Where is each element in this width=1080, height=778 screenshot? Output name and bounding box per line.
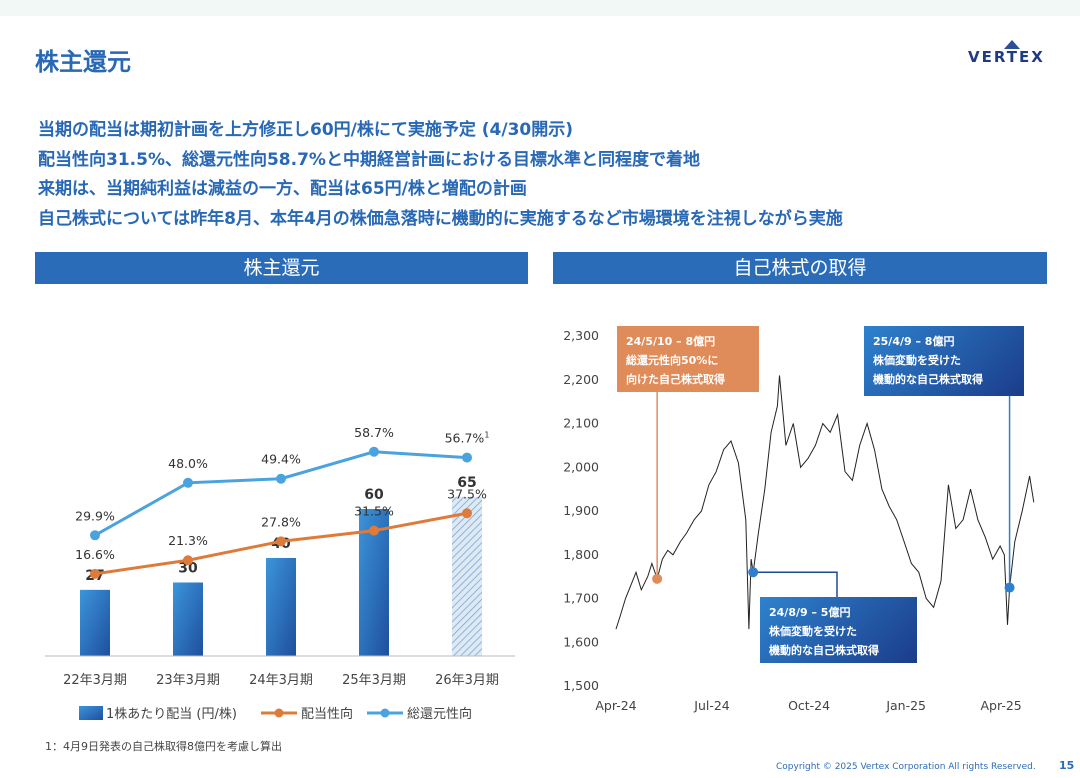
legend-bar-swatch xyxy=(79,706,103,720)
x-tick-label: 24年3月期 xyxy=(249,673,313,688)
y-tick-label: 2,300 xyxy=(563,328,599,343)
x-tick-label: Apr-24 xyxy=(595,698,636,713)
payout-ratio-label: 16.6% xyxy=(75,547,115,562)
logo-text: VERTEX xyxy=(968,48,1045,66)
x-tick-label: Oct-24 xyxy=(788,698,830,713)
total-return-ratio-point xyxy=(276,473,286,484)
shareholder-return-header: 株主還元 xyxy=(35,252,528,284)
total-return-ratio-label: 48.0% xyxy=(168,456,208,471)
x-tick-label: 25年3月期 xyxy=(342,673,406,688)
annotation-buyback-2024-08: 24/8/9 – 5億円 株価変動を受けた 機動的な自己株式取得 xyxy=(760,597,917,663)
legend-dividend: 1株あたり配当 (円/株) xyxy=(106,707,237,722)
dividend-bar xyxy=(266,558,296,656)
page-number: 15 xyxy=(1059,759,1075,772)
payout-ratio-label: 31.5% xyxy=(354,504,394,519)
shareholder-return-chart: 273040606516.6%21.3%27.8%31.5%37.5%29.9%… xyxy=(45,425,515,722)
payout-ratio-point xyxy=(183,555,193,566)
y-tick-label: 1,600 xyxy=(563,634,599,649)
payout-ratio-label: 21.3% xyxy=(168,533,208,548)
x-tick-label: Apr-25 xyxy=(981,698,1022,713)
total-return-ratio-point xyxy=(369,446,379,457)
footnote: 1：4月9日発表の自己株取得8億円を考慮し算出 xyxy=(45,740,282,753)
annotation-a-line1: 24/5/10 – 8億円 xyxy=(626,335,716,348)
payout-ratio-label: 27.8% xyxy=(261,514,301,529)
payout-ratio-point xyxy=(462,508,472,519)
summary-bullet-2: 配当性向31.5%、総還元性向58.7%と中期経営計画における目標水準と同程度で… xyxy=(38,149,700,170)
summary-bullet-4: 自己株式については昨年8月、本年4月の株価急落時に機動的に実施するなど市場環境を… xyxy=(38,208,843,229)
company-logo: VERTEX xyxy=(968,40,1056,66)
annotation-c-line1: 24/8/9 – 5億円 xyxy=(769,606,851,619)
total-return-ratio-label: 58.7% xyxy=(354,425,394,440)
total-return-ratio-label: 56.7%1 xyxy=(445,431,490,446)
payout-ratio-point xyxy=(276,536,286,547)
y-tick-label: 2,200 xyxy=(563,372,599,387)
legend-payout: 配当性向 xyxy=(301,706,353,722)
annotation-c-line3: 機動的な自己株式取得 xyxy=(769,644,879,657)
dividend-bar xyxy=(80,589,110,656)
y-tick-label: 1,900 xyxy=(563,503,599,518)
total-return-ratio-label: 29.9% xyxy=(75,508,115,523)
summary-bullet-1: 当期の配当は期初計画を上方修正し60円/株にて実施予定 (4/30開示) xyxy=(38,120,574,140)
x-tick-label: 23年3月期 xyxy=(156,673,220,688)
y-tick-label: 1,800 xyxy=(563,547,599,562)
x-tick-label: Jan-25 xyxy=(885,698,926,713)
dividend-bar xyxy=(173,582,203,656)
copyright: Copyright © 2025 Vertex Corporation All … xyxy=(776,762,1036,772)
payout-ratio-label: 37.5% xyxy=(447,486,487,501)
total-return-ratio-label: 49.4% xyxy=(261,452,301,467)
summary-bullets: 当期の配当は期初計画を上方修正し60円/株にて実施予定 (4/30開示) 配当性… xyxy=(38,116,1058,234)
buyback-marker-2024-05 xyxy=(652,573,663,584)
dividend-bar xyxy=(452,496,482,656)
annotation-b-line3: 機動的な自己株式取得 xyxy=(873,373,983,386)
dividend-bar-label: 60 xyxy=(364,487,384,503)
buyback-marker-2024-08 xyxy=(748,567,759,578)
dividend-bar-label: 30 xyxy=(178,561,198,577)
share-price-chart: 1,500 1,600 1,700 1,800 1,900 2,000 2,100 2,200… xyxy=(563,328,1035,713)
y-tick-label: 1,700 xyxy=(563,591,599,606)
annotation-buyback-2025-04: 25/4/9 – 8億円 株価変動を受けた 機動的な自己株式取得 xyxy=(864,326,1024,396)
total-return-ratio-point xyxy=(462,452,472,463)
annotation-a-line2: 総還元性向50%に xyxy=(626,354,719,367)
top-band xyxy=(0,0,1080,16)
total-return-ratio-point xyxy=(183,477,193,488)
annotation-b-line1: 25/4/9 – 8億円 xyxy=(873,335,955,348)
dividend-bar-label: 65 xyxy=(457,475,476,491)
y-tick-label: 2,000 xyxy=(563,459,599,474)
buyback-marker-2025-04 xyxy=(1004,582,1015,593)
legend-total-dot xyxy=(380,708,390,718)
x-tick-label: 26年3月期 xyxy=(435,673,499,688)
annotation-c-line2: 株価変動を受けた xyxy=(769,625,857,638)
annotation-buyback-2024-05: 24/5/10 – 8億円 総還元性向50%に 向けた自己株式取得 xyxy=(617,326,759,392)
annotation-b-line2: 株価変動を受けた xyxy=(873,354,961,367)
page-title: 株主還元 xyxy=(35,48,131,76)
total-return-ratio-point xyxy=(90,530,100,541)
footnote-marker: 1 xyxy=(484,431,489,440)
x-tick-label: 22年3月期 xyxy=(63,673,127,688)
summary-bullet-3: 来期は、当期純利益は減益の一方、配当は65円/株と増配の計画 xyxy=(38,179,527,199)
y-tick-label: 2,100 xyxy=(563,416,599,431)
logo-mark-icon xyxy=(1004,40,1020,49)
buyback-header: 自己株式の取得 xyxy=(553,252,1047,284)
payout-ratio-point xyxy=(369,525,379,536)
y-tick-label: 1,500 xyxy=(563,678,599,693)
annotation-c-leader xyxy=(753,571,838,597)
x-tick-label: Jul-24 xyxy=(693,698,730,713)
share-price-line xyxy=(615,375,1035,630)
legend-total: 総還元性向 xyxy=(407,706,472,722)
annotation-a-line3: 向けた自己株式取得 xyxy=(626,373,725,386)
legend-payout-dot xyxy=(274,708,284,718)
payout-ratio-point xyxy=(90,568,100,579)
